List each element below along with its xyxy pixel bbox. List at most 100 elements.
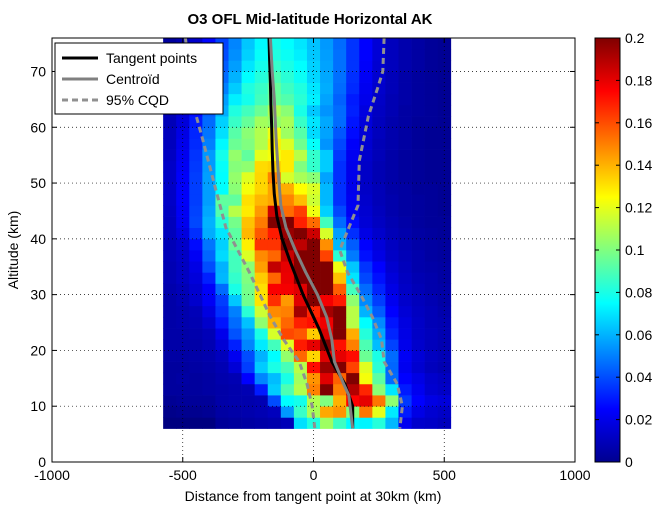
- heatmap-cell: [189, 328, 203, 340]
- heatmap-cell: [398, 283, 412, 295]
- heatmap-cell: [372, 250, 386, 262]
- heatmap-cell: [306, 294, 321, 307]
- heatmap-cell: [359, 216, 373, 229]
- heatmap-cell: [398, 339, 412, 351]
- heatmap-cell: [163, 305, 177, 318]
- heatmap-cell: [163, 183, 177, 195]
- heatmap-cell: [372, 305, 386, 318]
- heatmap-cell: [241, 272, 256, 284]
- heatmap-cell: [411, 38, 425, 50]
- heatmap-cell: [163, 383, 177, 396]
- heatmap-cell: [359, 227, 373, 240]
- heatmap-cell: [267, 272, 282, 284]
- heatmap-cell: [254, 417, 269, 429]
- heatmap-cell: [228, 183, 242, 195]
- heatmap-cell: [241, 71, 256, 83]
- heatmap-cell: [215, 305, 229, 318]
- heatmap-cell: [424, 160, 439, 173]
- heatmap-cell: [280, 294, 295, 307]
- heatmap-cell: [346, 316, 360, 329]
- heatmap-cell: [293, 372, 308, 385]
- heatmap-cell: [346, 305, 360, 318]
- heatmap-cell: [267, 60, 282, 72]
- heatmap-cell: [411, 183, 425, 195]
- heatmap-cell: [280, 339, 295, 351]
- heatmap-cell: [385, 183, 399, 195]
- heatmap-cell: [385, 82, 399, 95]
- heatmap-cell: [267, 138, 282, 150]
- heatmap-cell: [280, 272, 295, 284]
- heatmap-cell: [333, 205, 347, 217]
- heatmap-cell: [254, 60, 269, 72]
- heatmap-cell: [254, 104, 269, 117]
- heatmap-cell: [163, 160, 177, 173]
- heatmap-cell: [320, 261, 334, 273]
- y-tick-label: 60: [30, 119, 46, 135]
- heatmap-cell: [228, 417, 242, 429]
- heatmap-cell: [293, 49, 308, 61]
- heatmap-cell: [437, 383, 452, 396]
- heatmap-cell: [424, 183, 439, 195]
- heatmap-cell: [359, 395, 373, 407]
- heatmap-cell: [372, 294, 386, 307]
- heatmap-cell: [398, 160, 412, 173]
- legend: Tangent points Centroïd 95% CQD: [54, 42, 224, 115]
- heatmap-cell: [320, 116, 334, 128]
- heatmap-cell: [398, 361, 412, 374]
- y-tick-label: 0: [38, 454, 46, 470]
- heatmap-cell: [163, 261, 177, 273]
- heatmap-cell: [359, 294, 373, 307]
- heatmap-cell: [437, 149, 452, 162]
- heatmap-cell: [254, 205, 269, 217]
- heatmap-cell: [333, 49, 347, 61]
- y-tick-label: 20: [30, 342, 46, 358]
- x-tick-label: 0: [310, 467, 318, 483]
- heatmap-cell: [333, 60, 347, 72]
- heatmap-cell: [424, 395, 439, 407]
- heatmap-cell: [333, 183, 347, 195]
- heatmap-cell: [176, 339, 190, 351]
- heatmap-cell: [267, 250, 282, 262]
- heatmap-cell: [411, 339, 425, 351]
- heatmap-cell: [333, 227, 347, 240]
- legend-label-95-cqd: 95% CQD: [106, 92, 169, 108]
- y-tick-label: 70: [30, 63, 46, 79]
- heatmap-cell: [293, 171, 308, 184]
- heatmap-cell: [359, 116, 373, 128]
- heatmap-cell: [228, 127, 242, 139]
- heatmap-cell: [398, 149, 412, 162]
- heatmap-cell: [398, 227, 412, 240]
- heatmap-cell: [189, 406, 203, 418]
- heatmap-cell: [346, 82, 360, 95]
- heatmap-cell: [424, 305, 439, 318]
- heatmap-cell: [346, 171, 360, 184]
- heatmap-cell: [176, 294, 190, 307]
- heatmap-cell: [372, 283, 386, 295]
- heatmap-cell: [320, 171, 334, 184]
- heatmap-cell: [398, 171, 412, 184]
- heatmap-cell: [228, 149, 242, 162]
- heatmap-cell: [424, 60, 439, 72]
- heatmap-cell: [189, 261, 203, 273]
- heatmap-cell: [163, 417, 177, 429]
- heatmap-cell: [437, 328, 452, 340]
- centro-d-line: [268, 37, 355, 429]
- heatmap-cell: [333, 93, 347, 106]
- x-tick-label: 1000: [559, 467, 590, 483]
- heatmap-cell: [385, 116, 399, 128]
- heatmap-cell: [424, 216, 439, 229]
- heatmap-cell: [424, 171, 439, 184]
- heatmap-cell: [163, 171, 177, 184]
- heatmap-cell: [437, 238, 452, 251]
- heatmap-cell: [346, 272, 360, 284]
- heatmap-cell: [372, 104, 386, 117]
- heatmap-cell: [189, 149, 203, 162]
- colorbar-tick-label: 0.14: [625, 157, 652, 173]
- heatmap-cell: [346, 350, 360, 362]
- heatmap-cell: [280, 328, 295, 340]
- heatmap-cell: [189, 383, 203, 396]
- heatmap-cell: [293, 227, 308, 240]
- heatmap-cell: [254, 261, 269, 273]
- heatmap-cell: [215, 227, 229, 240]
